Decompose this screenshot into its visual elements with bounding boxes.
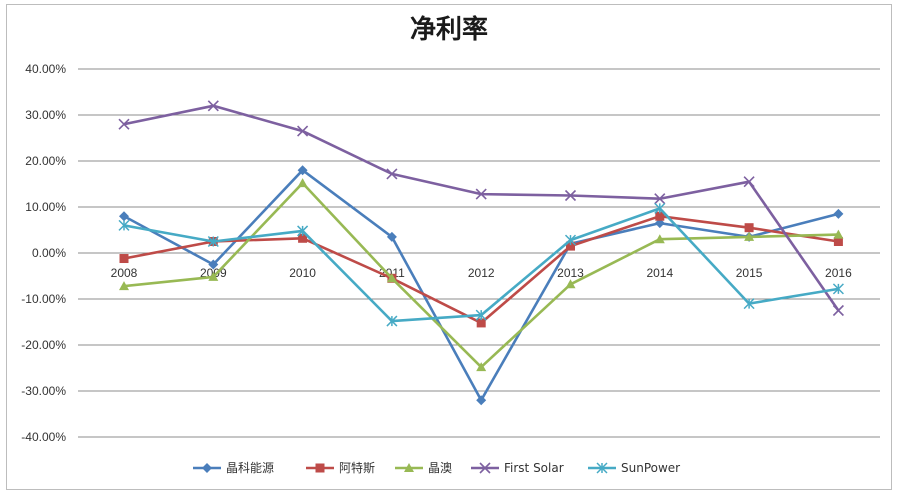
y-tick-label: -30.00% [21,384,66,398]
legend-item: First Solar [471,461,564,475]
data-point-square [476,318,486,328]
marker-stroke [297,125,309,137]
data-point-star [654,202,666,214]
legend-label: 阿特斯 [339,460,375,475]
y-tick-label: -20.00% [21,338,66,352]
series-3 [118,100,844,317]
x-tick-label: 2012 [468,266,495,280]
marker-stroke [207,100,219,112]
data-point-star [743,298,755,310]
data-point-square [315,463,325,473]
series-4 [118,202,844,327]
data-point-x [207,100,219,112]
legend-item: 晶澳 [395,461,452,475]
legend-item: 晶科能源 [193,461,274,475]
data-point-x [479,462,491,474]
data-point-triangle [833,229,844,239]
x-tick-label: 2015 [736,266,763,280]
data-point-square [744,223,754,233]
legend-label: 晶澳 [428,461,452,475]
marker-stroke [475,188,487,200]
chart-title: 净利率 [410,14,488,45]
data-point-square [833,237,843,246]
data-point-diamond [208,259,219,270]
marker-stroke [743,176,755,188]
legend-label: First Solar [504,461,564,475]
y-tick-label: 20.00% [25,154,66,168]
y-tick-label: -40.00% [21,430,66,444]
data-point-triangle [297,178,308,188]
data-point-star [596,462,608,474]
marker-stroke [386,168,398,180]
legend-item: 阿特斯 [306,460,375,475]
y-tick-label: 30.00% [25,108,66,122]
x-tick-label: 2013 [557,266,584,280]
data-point-star [832,283,844,295]
x-tick-label: 2016 [825,266,852,280]
series-2 [119,178,844,372]
chart-frame [6,4,892,490]
data-point-triangle [565,279,576,289]
data-point-triangle [208,271,219,281]
data-point-diamond [202,463,212,473]
gridlines [78,68,880,438]
legend-label: SunPower [621,461,680,475]
data-point-triangle [119,281,129,291]
x-tick-label: 2010 [289,266,316,280]
data-point-star [297,225,309,237]
data-point-star [475,309,487,321]
data-point-x [297,125,309,137]
y-axis-ticks: 40.00% 30.00% 20.00% 10.00% 0.00% -10.00% -20.… [21,62,66,444]
y-tick-label: -10.00% [21,292,66,306]
data-point-x [564,189,577,202]
data-point-diamond [297,165,308,176]
data-point-diamond [119,211,129,222]
data-point-star [564,234,577,246]
data-point-diamond [476,395,487,406]
y-tick-label: 0.00% [32,246,66,260]
y-tick-label: 40.00% [25,62,66,76]
data-point-x [654,193,666,205]
data-point-x [743,176,755,188]
data-point-triangle [476,362,487,372]
data-point-square [655,211,665,221]
data-point-x [118,118,130,130]
x-tick-label: 2014 [646,266,673,280]
data-point-triangle [386,273,397,283]
series-lines [118,100,844,406]
marker-stroke [564,189,577,202]
legend: 晶科能源 阿特斯 晶澳 First Solar SunPower [193,460,680,475]
y-tick-label: 10.00% [25,200,66,214]
marker-stroke [118,118,130,130]
data-point-square [119,254,129,264]
data-point-star [207,235,219,248]
x-tick-label: 2008 [111,266,138,280]
data-point-x [475,188,487,200]
data-point-diamond [386,231,397,242]
marker-stroke [654,193,666,205]
legend-item: SunPower [588,461,680,475]
data-point-x [832,304,844,317]
data-point-x [386,168,398,180]
data-point-triangle [744,231,755,241]
data-point-square [566,241,575,251]
legend-label: 晶科能源 [226,461,274,475]
data-point-square [298,233,308,243]
data-point-diamond [833,208,844,219]
x-axis-ticks: 200820092010201120122013201420152016 [111,266,852,280]
marker-stroke [479,462,491,474]
marker-stroke [832,304,844,317]
data-point-star [386,315,398,327]
data-point-triangle [654,234,665,244]
data-point-star [118,219,130,231]
data-point-triangle [404,463,414,472]
